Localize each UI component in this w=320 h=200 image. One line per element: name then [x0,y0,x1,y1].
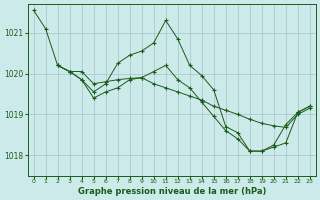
X-axis label: Graphe pression niveau de la mer (hPa): Graphe pression niveau de la mer (hPa) [77,187,266,196]
